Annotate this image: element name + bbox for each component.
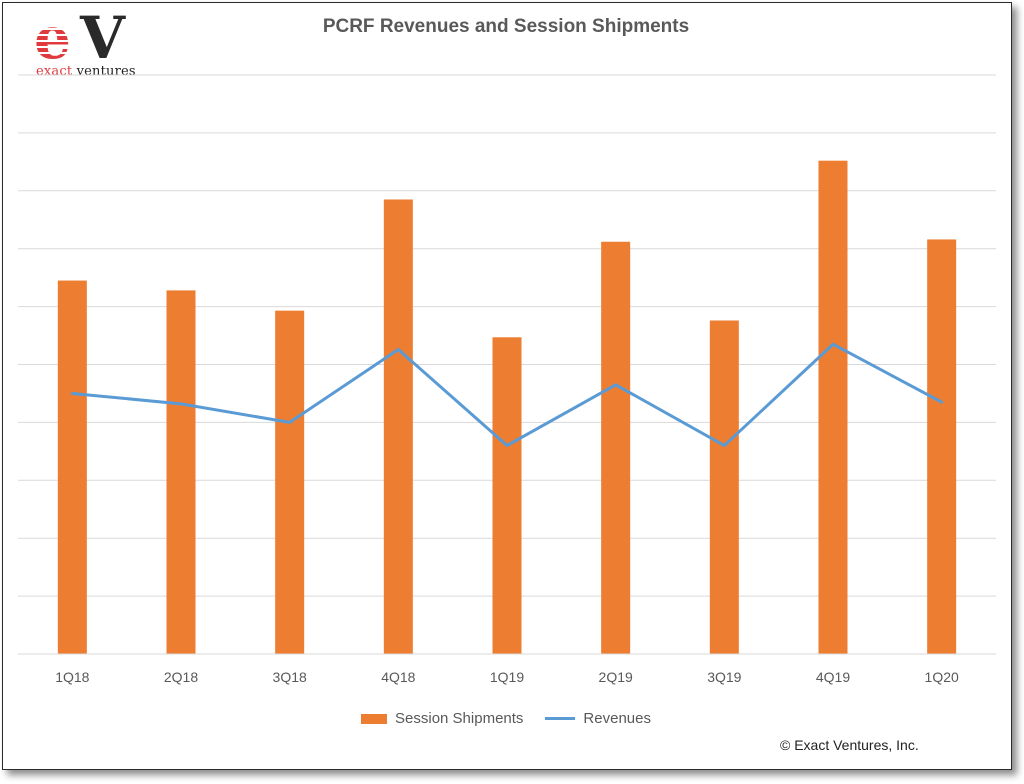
x-tick-label: 2Q18 (164, 669, 198, 685)
legend-item-session-shipments: Session Shipments (361, 710, 523, 727)
bar-session-shipments (166, 290, 196, 654)
svg-text:V: V (79, 12, 126, 66)
copyright-notice: © Exact Ventures, Inc. (780, 737, 919, 753)
x-tick-label: 1Q19 (490, 669, 524, 685)
bar-session-shipments (927, 239, 957, 654)
legend-swatch-line (545, 717, 576, 720)
legend-label-session-shipments: Session Shipments (395, 710, 524, 727)
chart-title: PCRF Revenues and Session Shipments (322, 16, 690, 37)
x-tick-label: 1Q20 (925, 669, 959, 685)
x-tick-label: 2Q19 (599, 669, 633, 685)
bar-session-shipments (818, 160, 848, 654)
ev-logo-mark: e V (34, 12, 126, 66)
x-tick-label: 3Q18 (273, 669, 307, 685)
x-tick-label: 4Q18 (381, 669, 415, 685)
x-tick-label: 3Q19 (707, 669, 741, 685)
legend-label-revenues: Revenues (583, 710, 651, 727)
bar-session-shipments (383, 199, 413, 655)
legend-swatch-bar (361, 713, 388, 724)
bar-session-shipments (709, 320, 739, 654)
chart-legend: Session Shipments Revenues (0, 710, 1012, 727)
bar-session-shipments (492, 337, 522, 654)
chart-plot: 1Q18 2Q18 3Q18 4Q18 1Q19 2Q19 3Q19 4Q19 1Q20 (18, 74, 996, 685)
bar-session-shipments (57, 280, 87, 654)
x-tick-label: 1Q18 (55, 669, 89, 685)
legend-item-revenues: Revenues (545, 710, 651, 727)
bar-session-shipments (275, 310, 305, 654)
x-tick-label: 4Q19 (816, 669, 850, 685)
bar-session-shipments (601, 241, 631, 654)
